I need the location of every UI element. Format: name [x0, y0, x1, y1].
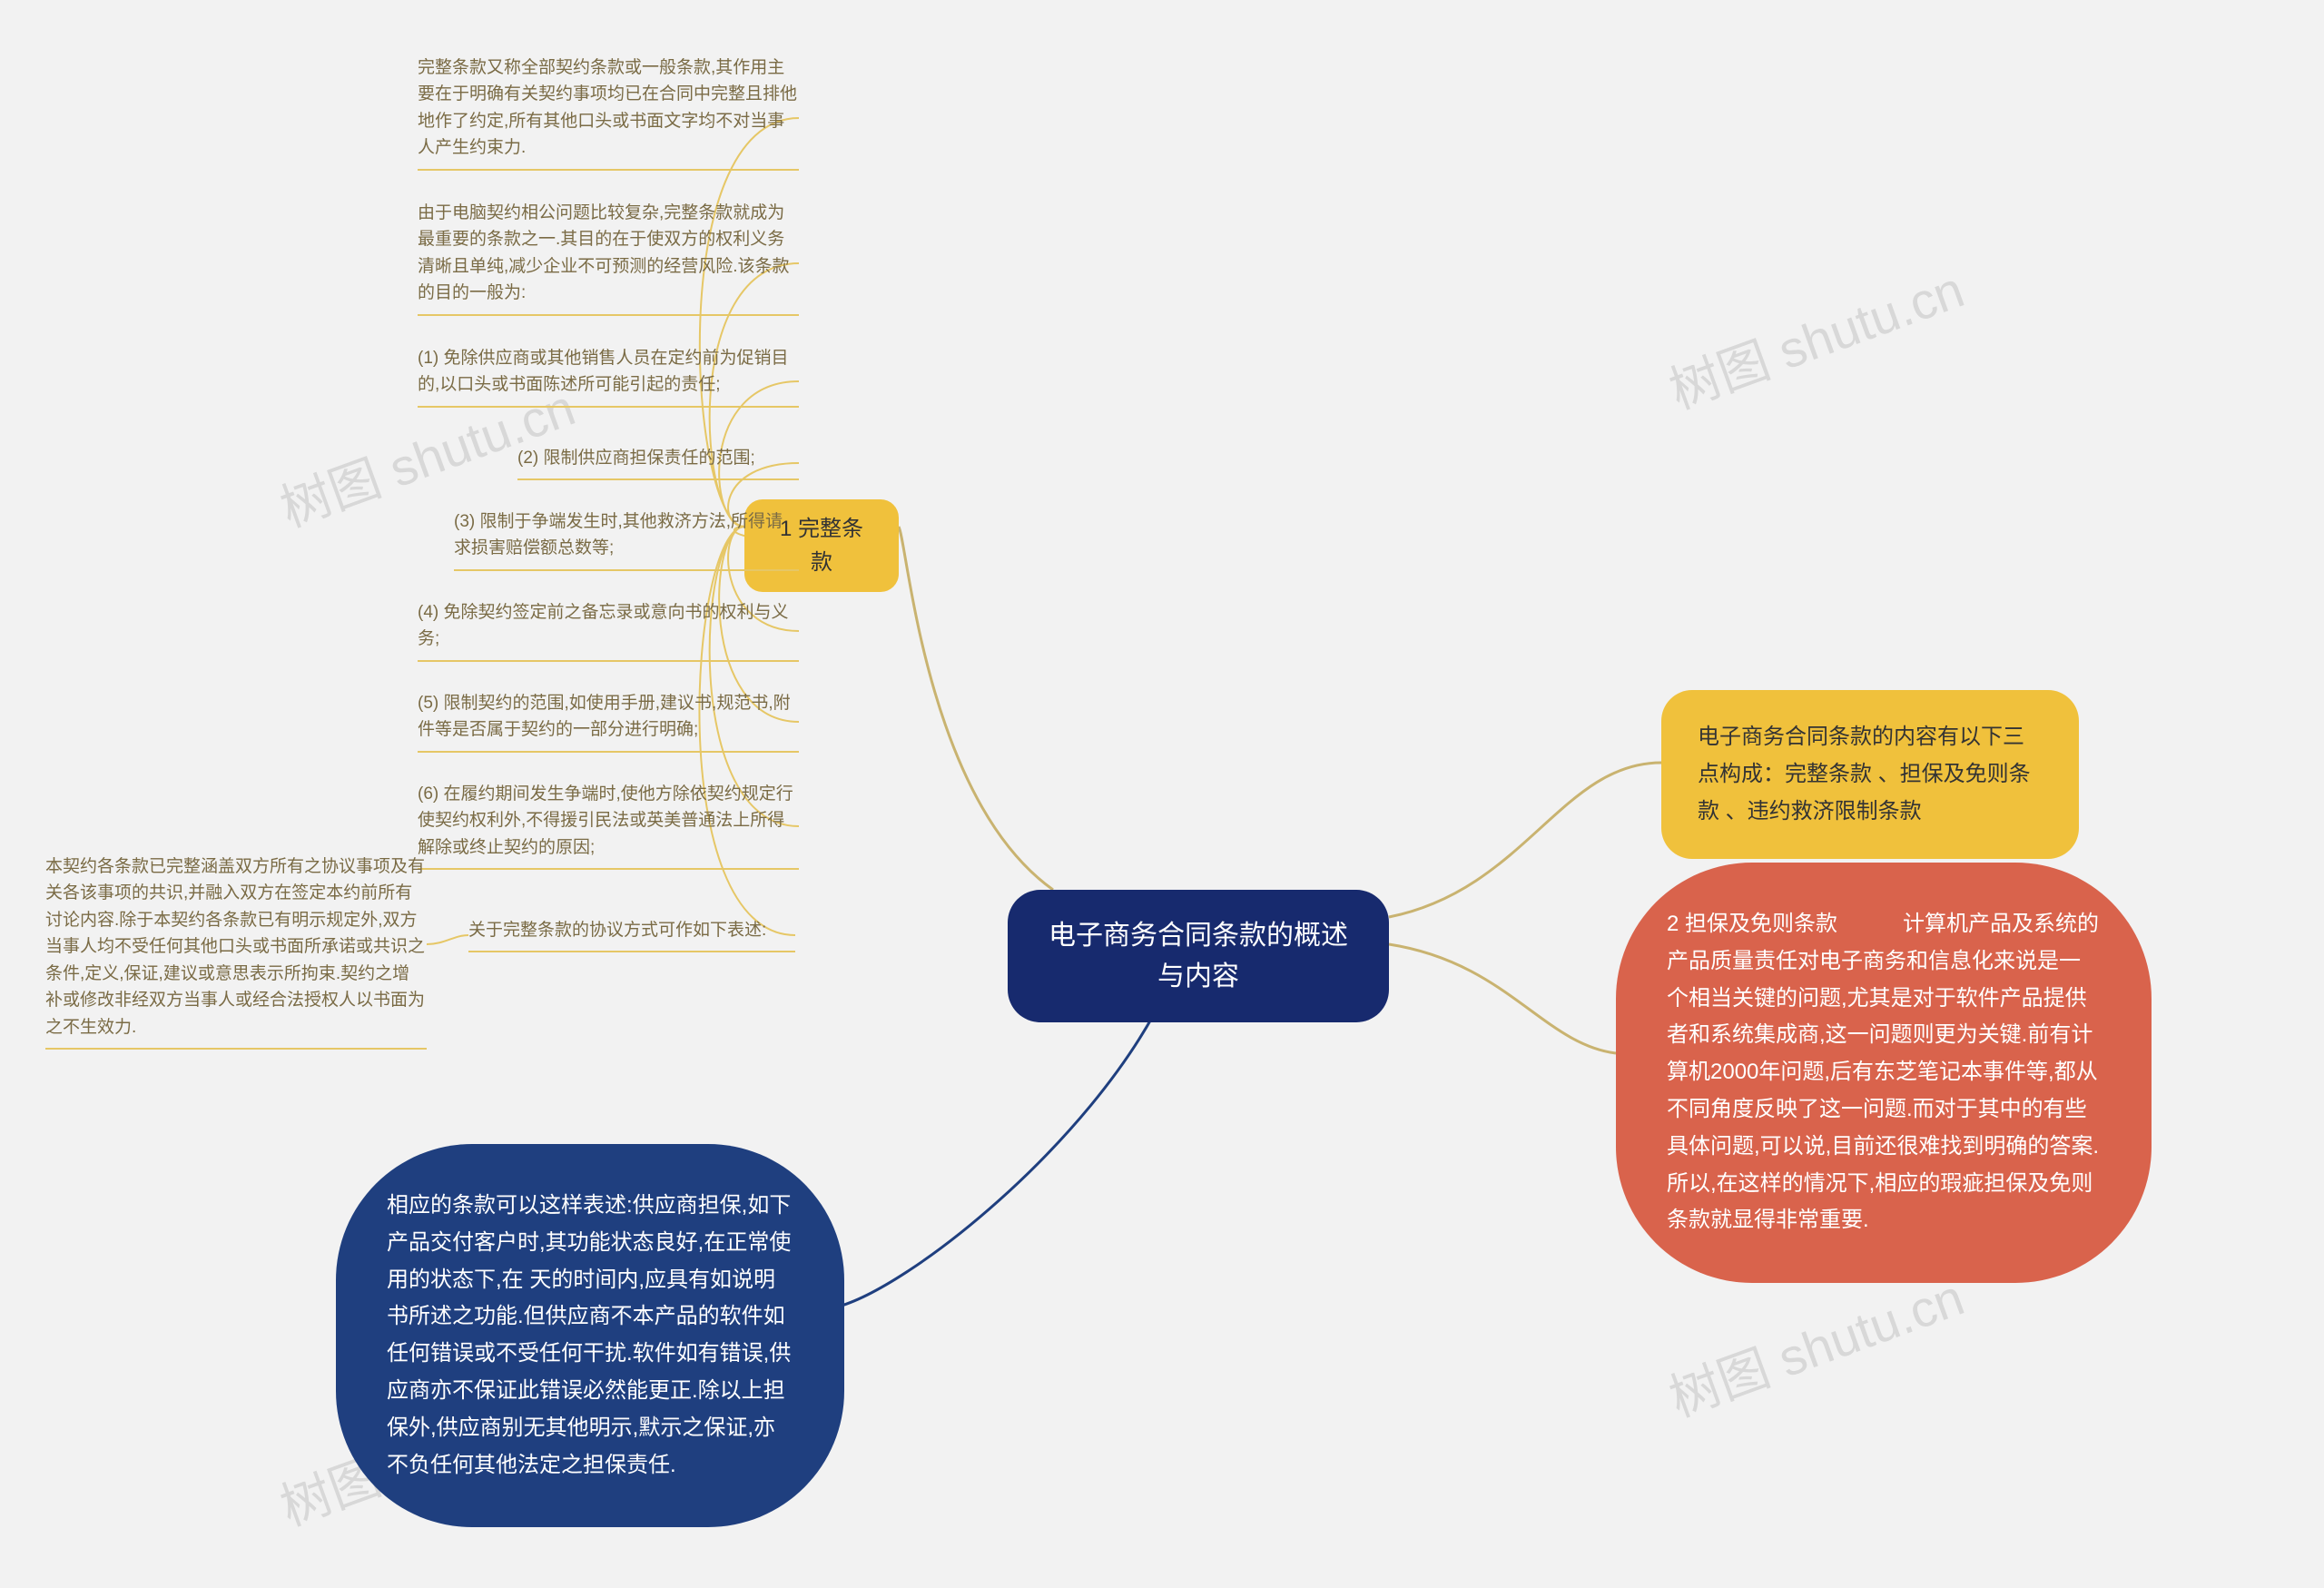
- leaf-text: (6) 在履约期间发生争端时,使他方除依契约规定行使契约权利外,不得援引民法或英…: [418, 784, 793, 857]
- node-text: 相应的条款可以这样表述:供应商担保,如下产品交付客户时,其功能状态良好,在正常使…: [387, 1193, 791, 1477]
- leaf-text: (1) 免除供应商或其他销售人员在定约前为促销目的,以口头或书面陈述所可能引起的…: [418, 349, 789, 394]
- node-text: 电子商务合同条款的内容有以下三点构成：完整条款 、担保及免则条款 、违约救济限制…: [1698, 725, 2031, 824]
- leaf-item[interactable]: 由于电脑契约相公问题比较复杂,完整条款就成为最重要的条款之一.其目的在于使双方的…: [418, 200, 799, 316]
- leaf-text: (2) 限制供应商担保责任的范围;: [517, 449, 755, 468]
- leaf-text: (5) 限制契约的范围,如使用手册,建议书,规范书,附件等是否属于契约的一部分进…: [418, 694, 791, 739]
- leaf-text: (3) 限制于争端发生时,其他救济方法,所得请求损害赔偿额总数等;: [454, 512, 783, 557]
- center-text: 电子商务合同条款的概述与内容: [1049, 921, 1348, 991]
- leaf-item[interactable]: (4) 免除契约签定前之备忘录或意向书的权利与义务;: [418, 599, 799, 662]
- node-clause-example[interactable]: 相应的条款可以这样表述:供应商担保,如下产品交付客户时,其功能状态良好,在正常使…: [336, 1144, 844, 1527]
- node-warranty-exclusion[interactable]: 2 担保及免则条款 计算机产品及系统的产品质量责任对电子商务和信息化来说是一个相…: [1616, 863, 2152, 1283]
- leaf-text: 完整条款又称全部契约条款或一般条款,其作用主要在于明确有关契约事项均已在合同中完…: [418, 58, 797, 157]
- leaf-item[interactable]: 完整条款又称全部契约条款或一般条款,其作用主要在于明确有关契约事项均已在合同中完…: [418, 54, 799, 171]
- leaf-item[interactable]: (3) 限制于争端发生时,其他救济方法,所得请求损害赔偿额总数等;: [454, 508, 799, 571]
- leaf-text: (4) 免除契约签定前之备忘录或意向书的权利与义务;: [418, 603, 789, 648]
- leaf-item[interactable]: (1) 免除供应商或其他销售人员在定约前为促销目的,以口头或书面陈述所可能引起的…: [418, 345, 799, 408]
- watermark: 树图 shutu.cn: [1658, 249, 1973, 423]
- center-node[interactable]: 电子商务合同条款的概述与内容: [1008, 890, 1389, 1022]
- leaf-sub-item[interactable]: 本契约各条款已完整涵盖双方所有之协议事项及有关各该事项的共识,并融入双方在签定本…: [45, 853, 427, 1050]
- leaf-text: 本契约各条款已完整涵盖双方所有之协议事项及有关各该事项的共识,并融入双方在签定本…: [45, 857, 425, 1037]
- leaf-item[interactable]: (2) 限制供应商担保责任的范围;: [517, 445, 799, 480]
- leaf-text: 关于完整条款的协议方式可作如下表述:: [468, 921, 766, 940]
- leaf-item[interactable]: 关于完整条款的协议方式可作如下表述:: [468, 917, 795, 952]
- watermark: 树图 shutu.cn: [1658, 1257, 1973, 1431]
- leaf-item[interactable]: (5) 限制契约的范围,如使用手册,建议书,规范书,附件等是否属于契约的一部分进…: [418, 690, 799, 753]
- leaf-text: 由于电脑契约相公问题比较复杂,完整条款就成为最重要的条款之一.其目的在于使双方的…: [418, 203, 790, 302]
- node-text: 2 担保及免则条款 计算机产品及系统的产品质量责任对电子商务和信息化来说是一个相…: [1667, 912, 2099, 1232]
- node-components-summary[interactable]: 电子商务合同条款的内容有以下三点构成：完整条款 、担保及免则条款 、违约救济限制…: [1661, 690, 2079, 859]
- leaf-item[interactable]: (6) 在履约期间发生争端时,使他方除依契约规定行使契约权利外,不得援引民法或英…: [418, 781, 799, 870]
